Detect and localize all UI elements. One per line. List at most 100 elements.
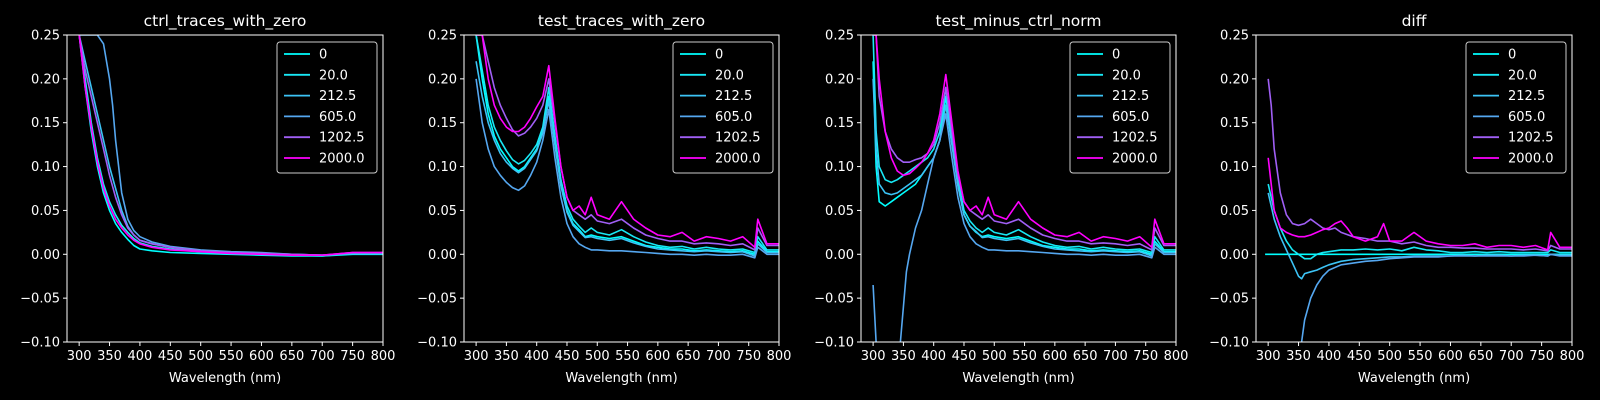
x-tick-label: 450 xyxy=(952,349,977,364)
series-line-605.0 xyxy=(872,113,1176,342)
y-tick-label: 0.10 xyxy=(825,160,854,175)
y-tick-label: 0.15 xyxy=(428,116,457,131)
legend-label: 212.5 xyxy=(1508,89,1545,104)
series-group xyxy=(78,35,383,257)
x-tick-label: 800 xyxy=(1164,349,1189,364)
series-line-605.0 xyxy=(475,78,779,259)
x-tick-label: 500 xyxy=(982,349,1007,364)
y-tick-label: 0.15 xyxy=(1220,116,1249,131)
series-line-20.0 xyxy=(1267,183,1572,260)
series-line-20.0 xyxy=(475,35,779,254)
legend-label: 0 xyxy=(1112,48,1120,63)
x-tick-label: 750 xyxy=(1529,349,1554,364)
x-tick-label: 650 xyxy=(279,349,304,364)
x-tick-label: 300 xyxy=(861,349,886,364)
series-line-1202.5 xyxy=(873,35,1176,251)
x-axis-label: Wavelength (nm) xyxy=(962,371,1074,386)
y-tick-label: 0.15 xyxy=(825,116,854,131)
x-tick-label: 700 xyxy=(706,349,731,364)
legend-label: 1202.5 xyxy=(1508,131,1554,146)
chart-title: test_traces_with_zero xyxy=(538,12,705,31)
x-tick-label: 400 xyxy=(921,349,946,364)
legend-label: 0 xyxy=(319,48,327,63)
y-tick-label: −0.10 xyxy=(20,336,60,351)
legend-label: 20.0 xyxy=(319,68,348,83)
legend: 0 20.0 212.5 605.0 1202.5 2000.0 xyxy=(276,41,378,174)
legend: 0 20.0 212.5 605.0 1202.5 2000.0 xyxy=(1465,41,1567,174)
y-tick-label: −0.05 xyxy=(20,292,60,307)
legend-label: 2000.0 xyxy=(319,152,365,167)
legend-label: 212.5 xyxy=(715,89,752,104)
axes-frame xyxy=(860,34,1177,343)
x-tick-label: 500 xyxy=(585,349,610,364)
series-group xyxy=(475,35,779,259)
x-tick-label: 700 xyxy=(1103,349,1128,364)
chart-panel-4: 300 350 400 450 500 550 600 650 700 750 800 −0.10 −0… xyxy=(1209,12,1584,386)
legend-label: 20.0 xyxy=(1112,68,1141,83)
y-tick-label: 0.10 xyxy=(31,160,60,175)
legend-label: 1202.5 xyxy=(1112,131,1158,146)
x-tick-label: 350 xyxy=(891,349,916,364)
legend-label: 20.0 xyxy=(1508,68,1537,83)
x-tick-label: 750 xyxy=(340,349,365,364)
legend-label: 605.0 xyxy=(715,110,752,125)
y-tick-label: 0.25 xyxy=(31,29,60,44)
series-line-605.0 xyxy=(1300,253,1572,342)
y-tick-label: −0.05 xyxy=(417,292,457,307)
legend-label: 2000.0 xyxy=(1508,152,1554,167)
axes-frame xyxy=(463,34,780,343)
legend-label: 605.0 xyxy=(1508,110,1545,125)
legend: 0 20.0 212.5 605.0 1202.5 2000.0 xyxy=(672,41,774,174)
series-line-0 xyxy=(78,35,383,257)
legend-label: 20.0 xyxy=(715,68,744,83)
series-line-2000.0 xyxy=(476,35,779,249)
x-tick-label: 400 xyxy=(524,349,549,364)
y-tick-label: 0.20 xyxy=(1220,72,1249,87)
x-tick-label: 750 xyxy=(1133,349,1158,364)
y-tick-label: 0.25 xyxy=(1220,29,1249,44)
series-group xyxy=(872,35,1176,342)
y-tick-label: −0.10 xyxy=(814,336,854,351)
legend: 0 20.0 212.5 605.0 1202.5 2000.0 xyxy=(1069,41,1171,174)
x-tick-label: 800 xyxy=(1560,349,1585,364)
series-line-212.5 xyxy=(872,78,1176,257)
y-tick-label: 0.10 xyxy=(428,160,457,175)
legend-label: 212.5 xyxy=(319,89,356,104)
x-tick-label: 650 xyxy=(1073,349,1098,364)
y-tick-label: 0.10 xyxy=(1220,160,1249,175)
series-line-2000.0 xyxy=(1267,157,1572,251)
y-tick-label: 0.05 xyxy=(1220,204,1249,219)
chart-panels: 300 350 400 450 500 550 600 650 700 750 800 −0.10 −0… xyxy=(20,12,1584,386)
y-tick-label: 0.25 xyxy=(428,29,457,44)
y-tick-label: −0.10 xyxy=(417,336,457,351)
x-tick-label: 300 xyxy=(67,349,92,364)
x-tick-label: 400 xyxy=(128,349,153,364)
x-axis-label: Wavelength (nm) xyxy=(169,371,281,386)
x-tick-label: 350 xyxy=(1286,349,1311,364)
series-line-1202.5 xyxy=(476,35,779,251)
legend-label: 605.0 xyxy=(1112,110,1149,125)
series-line-2000.0 xyxy=(873,35,1176,249)
x-tick-label: 550 xyxy=(1012,349,1037,364)
y-tick-label: 0.00 xyxy=(1220,248,1249,263)
x-tick-label: 800 xyxy=(371,349,396,364)
x-tick-label: 550 xyxy=(1408,349,1433,364)
x-axis-label: Wavelength (nm) xyxy=(565,371,677,386)
y-tick-label: 0.00 xyxy=(31,248,60,263)
legend-label: 212.5 xyxy=(1112,89,1149,104)
x-tick-label: 550 xyxy=(219,349,244,364)
series-line-2000.0 xyxy=(78,35,383,256)
axes-frame xyxy=(66,34,384,343)
y-tick-label: 0.05 xyxy=(825,204,854,219)
series-line-1202.5 xyxy=(1267,78,1572,252)
chart-panel-2: 300 350 400 450 500 550 600 650 700 750 800 −0.10 −0… xyxy=(417,12,791,386)
y-tick-label: −0.05 xyxy=(814,292,854,307)
legend-label: 1202.5 xyxy=(319,131,365,146)
chart-panel-1: 300 350 400 450 500 550 600 650 700 750 800 −0.10 −0… xyxy=(20,12,395,386)
x-tick-label: 650 xyxy=(1468,349,1493,364)
legend-label: 0 xyxy=(1508,48,1516,63)
x-tick-label: 600 xyxy=(1042,349,1067,364)
legend-label: 605.0 xyxy=(319,110,356,125)
series-line-212.5 xyxy=(475,61,779,257)
